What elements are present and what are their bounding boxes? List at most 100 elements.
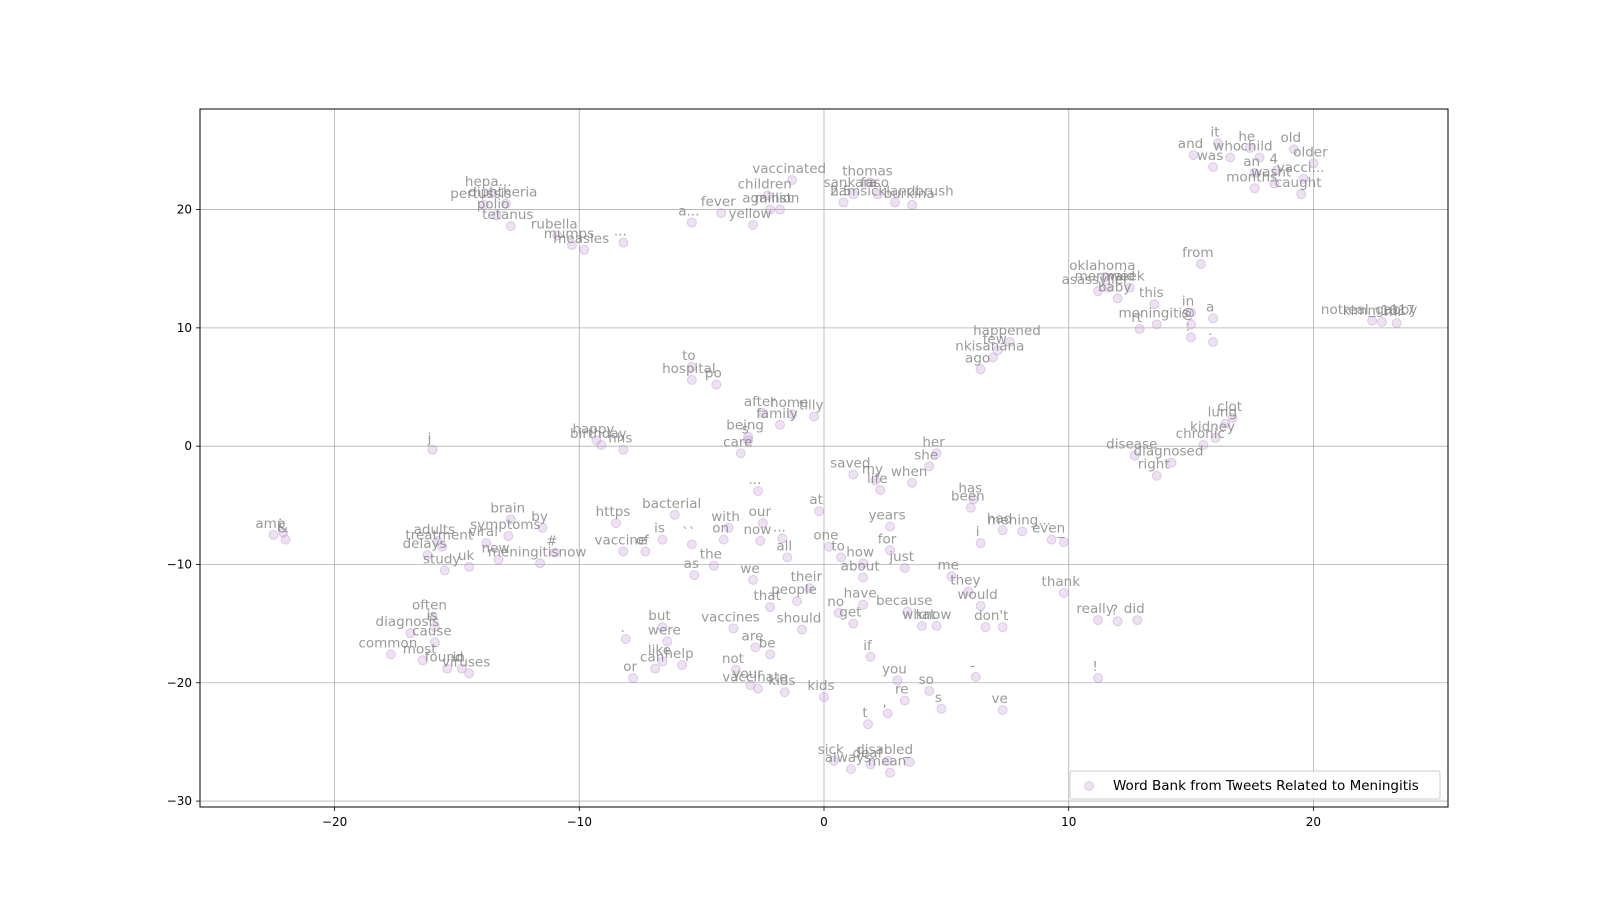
point-label: cause [412,624,452,640]
data-point [611,518,621,529]
data-point [882,708,893,719]
point-label: like [648,642,671,658]
point-label: it [1210,124,1219,140]
data-point [752,486,763,497]
data-point [809,411,820,422]
data-point [997,704,1008,715]
y-tick: 0 [184,439,200,453]
legend: Word Bank from Tweets Related to Meningi… [1069,770,1441,800]
data-point [385,649,396,660]
data-point [863,719,874,730]
data-point [1296,189,1307,200]
point-label: what [902,607,935,623]
point-label: really [1076,601,1113,617]
y-tick-label: −10 [167,557,192,571]
point-label: is [427,608,438,624]
point-label: polio [477,196,510,212]
data-point [1149,299,1160,310]
x-tick-label: −20 [322,815,347,829]
data-point [1220,418,1231,429]
point-label: yellow [728,206,771,222]
data-point [735,448,746,459]
point-label: life [867,471,888,487]
point-label: common [358,635,417,651]
point-label: sankara [824,175,878,191]
data-point [1208,313,1219,324]
point-label: as [684,556,699,572]
point-label: did [1124,601,1145,617]
data-point [833,607,844,618]
point-label: no [827,594,844,610]
point-label: help [664,646,693,662]
data-point [1017,526,1028,537]
point-label: clot [1217,399,1242,415]
word-labels: j measlesmumpsrubellatetanuspoliopertussi… [255,124,1417,769]
data-point [1391,318,1402,329]
point-label: deaf [853,745,884,761]
point-label: he [1238,129,1255,145]
point-label: s [742,421,749,437]
y-tick: −10 [167,557,200,571]
data-point [997,622,1008,633]
data-point [268,529,279,540]
data-point [280,534,291,545]
point-label: adults [414,522,455,538]
data-point [1166,457,1177,468]
point-label: hepa... [465,174,512,190]
point-label: new [482,541,510,557]
point-label: do [974,608,991,624]
point-label: tilly [799,398,824,414]
point-label: mean [868,754,906,770]
data-point [765,649,776,660]
data-point [1208,337,1219,348]
point-label: but [648,608,670,624]
point-label: kidney [1190,419,1235,435]
data-point [924,461,935,472]
data-point [503,531,514,542]
point-label: diphtheria [468,185,537,201]
point-label: n't [991,608,1009,624]
point-label: just [888,549,914,565]
point-label: baby [1098,279,1131,295]
point-label: get [839,605,861,621]
point-label: after [744,394,776,410]
data-point [1210,432,1221,443]
y-tick-label: −20 [167,676,192,690]
point-label: in [1182,293,1194,309]
data-point [1129,450,1140,461]
data-point [500,198,511,209]
point-label: lung [1208,405,1237,421]
point-label: so [919,672,934,688]
data-point [836,552,847,563]
data-point [620,634,631,645]
point-label: j [427,431,432,447]
data-point [1093,615,1104,626]
data-point [1376,316,1387,327]
data-point [1188,150,1199,161]
point-label: pertussis [450,186,511,202]
data-point [618,237,629,248]
x-tick-label: −10 [567,815,592,829]
point-label: delays [403,536,447,552]
point-label: nkisanana [955,338,1024,354]
point-label: who [1213,139,1241,155]
point-label: re [895,682,909,698]
data-point [1227,412,1238,423]
data-point [845,764,856,775]
point-label: for [878,531,897,547]
data-point [1132,615,1143,626]
data-point [823,541,834,552]
data-point [814,506,825,517]
y-tick-label: −30 [167,794,192,808]
point-label: chronic [1176,426,1225,442]
point-label: we [740,561,759,577]
data-point [743,431,754,442]
data-point [478,199,489,210]
point-label: the [700,547,722,563]
point-label: ... [748,472,761,488]
data-point [437,541,448,552]
grid-lines [200,109,1448,807]
data-point [1208,161,1219,172]
point-label: her [922,434,945,450]
data-point [566,240,577,251]
